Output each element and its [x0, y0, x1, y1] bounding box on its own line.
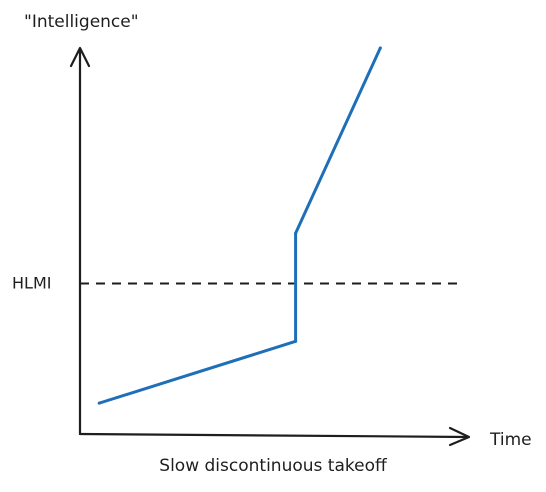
chart-title: Slow discontinuous takeoff: [159, 456, 387, 476]
x-axis-arrow-icon: [448, 426, 471, 447]
series-point-1: [294, 339, 298, 343]
series-point-0: [97, 401, 101, 405]
x-axis-label: Time: [489, 430, 532, 450]
y-axis-arrow-icon: [69, 46, 91, 68]
series-points: [97, 46, 382, 405]
axes: [69, 46, 471, 447]
series-point-2: [294, 231, 298, 235]
hlmi-label: HLMI: [12, 273, 51, 292]
y-axis-label: "Intelligence": [24, 12, 139, 32]
x-axis: [78, 432, 470, 439]
series-point-3: [378, 46, 382, 50]
series-line: [97, 46, 382, 405]
